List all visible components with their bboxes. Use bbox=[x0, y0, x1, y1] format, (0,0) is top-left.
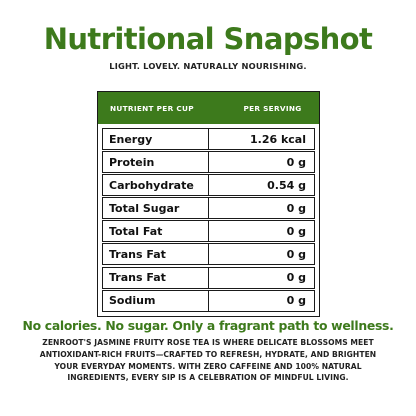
nutrient-name: Sodium bbox=[102, 289, 209, 312]
nutrient-name: Protein bbox=[102, 151, 209, 174]
tagline: No calories. No sugar. Only a fragrant p… bbox=[22, 318, 394, 333]
nutrient-value: 0.54 g bbox=[209, 174, 315, 197]
nutrient-value: 0 g bbox=[209, 289, 315, 312]
table-row: Trans Fat 0 g bbox=[102, 243, 315, 266]
page-title: Nutritional Snapshot bbox=[43, 22, 373, 56]
nutrient-value: 0 g bbox=[209, 151, 315, 174]
nutrient-value: 0 g bbox=[209, 197, 315, 220]
table-body: Energy 1.26 kcal Protein 0 g Carbohydrat… bbox=[98, 124, 319, 316]
nutrient-name: Total Sugar bbox=[102, 197, 209, 220]
table-row: Protein 0 g bbox=[102, 151, 315, 174]
column-header-serving: PER SERVING bbox=[243, 103, 302, 113]
page-subtitle: LIGHT. LOVELY. NATURALLY NOURISHING. bbox=[109, 61, 307, 71]
nutrient-name: Energy bbox=[102, 128, 209, 150]
nutrient-value: 0 g bbox=[209, 243, 315, 266]
column-header-nutrient: NUTRIENT PER CUP bbox=[110, 103, 194, 113]
table-row: Energy 1.26 kcal bbox=[102, 128, 315, 150]
nutrient-name: Trans Fat bbox=[102, 266, 209, 289]
nutrition-table: NUTRIENT PER CUP PER SERVING Energy 1.26… bbox=[97, 91, 320, 317]
table-row: Total Fat 0 g bbox=[102, 220, 315, 243]
nutrient-value: 1.26 kcal bbox=[209, 128, 315, 150]
table-row: Carbohydrate 0.54 g bbox=[102, 174, 315, 197]
table-row: Trans Fat 0 g bbox=[102, 266, 315, 289]
nutrient-value: 0 g bbox=[209, 266, 315, 289]
nutrient-name: Trans Fat bbox=[102, 243, 209, 266]
nutrient-name: Total Fat bbox=[102, 220, 209, 243]
table-row: Sodium 0 g bbox=[102, 289, 315, 312]
table-row: Total Sugar 0 g bbox=[102, 197, 315, 220]
nutrient-name: Carbohydrate bbox=[102, 174, 209, 197]
table-header: NUTRIENT PER CUP PER SERVING bbox=[98, 92, 319, 124]
nutrient-value: 0 g bbox=[209, 220, 315, 243]
product-description: ZENROOT'S JASMINE FRUITY ROSE TEA IS WHE… bbox=[39, 338, 377, 383]
